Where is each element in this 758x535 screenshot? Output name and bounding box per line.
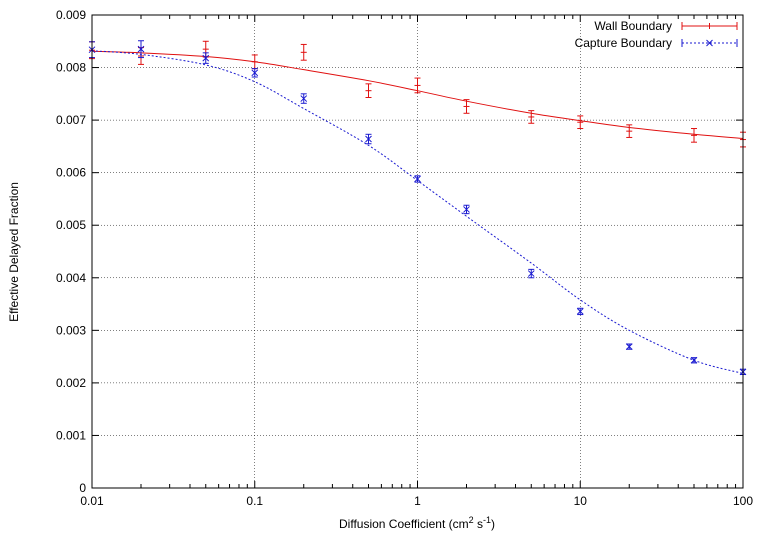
x-axis-title: Diffusion Coefficient (cm2 s-1): [339, 515, 495, 531]
data-point-capture-boundary: [463, 204, 470, 215]
data-point-capture-boundary: [690, 356, 698, 364]
x-axis-title-sup2: -1: [483, 515, 491, 525]
data-point-wall-boundary: [300, 43, 307, 61]
x-tick-label: 1: [414, 494, 421, 508]
data-point-capture-boundary: [202, 52, 210, 64]
data-point-capture-boundary: [300, 93, 308, 104]
data-point-capture-boundary: [365, 133, 372, 145]
legend-sample-capture-boundary: [681, 39, 738, 47]
marker-x: [690, 356, 698, 364]
data-point-capture-boundary: [414, 175, 421, 183]
data-point-wall-boundary: [528, 110, 535, 124]
data-point-wall-boundary: [365, 83, 372, 99]
x-tick-label: 10: [574, 494, 588, 508]
marker-x: [300, 95, 308, 102]
data-point-wall-boundary: [251, 54, 258, 70]
y-tick-label: 0.004: [56, 271, 86, 285]
legend-label-wall-boundary: Wall Boundary: [594, 19, 672, 33]
marker-x: [576, 308, 584, 315]
marker-x: [625, 343, 633, 350]
data-point-capture-boundary: [527, 268, 535, 279]
y-tick-label: 0.003: [56, 323, 86, 337]
legend: Wall Boundary Capture Boundary: [575, 19, 738, 50]
grid-layer: [92, 15, 743, 488]
x-tick-label: 100: [733, 494, 753, 508]
data-point-wall-boundary: [463, 99, 470, 114]
y-tick-label: 0.002: [56, 376, 86, 390]
legend-sample-wall-boundary: [681, 22, 738, 30]
data-point-wall-boundary: [577, 115, 584, 130]
y-tick-label: 0.005: [56, 218, 86, 232]
data-point-capture-boundary: [625, 343, 633, 350]
fit-curve-wall-boundary: [91, 50, 744, 140]
marker-x: [202, 54, 210, 62]
y-axis-title: Effective Delayed Fraction: [7, 182, 21, 322]
y-tick-label: 0: [79, 481, 86, 495]
data-point-wall-boundary: [626, 124, 633, 138]
x-axis-title-prefix: Diffusion Coefficient (cm: [339, 517, 469, 531]
legend-marker-x: [706, 39, 713, 47]
x-axis-title-mid: s: [474, 517, 483, 531]
y-tick-label: 0.008: [56, 61, 86, 75]
marker-x: [527, 270, 535, 277]
marker-x: [137, 45, 145, 53]
tick-layer: 0 0.001 0.002 0.003 0.004 0.005 0.006 0.007 0.00…: [56, 8, 753, 508]
data-point-capture-boundary: [576, 307, 584, 316]
y-tick-label: 0.009: [56, 8, 86, 22]
marker-x: [365, 135, 372, 143]
data-point-wall-boundary: [414, 77, 421, 94]
x-tick-label: 0.01: [80, 494, 104, 508]
x-axis-title-sup1: 2: [469, 515, 474, 525]
x-axis-title-suffix: ): [491, 517, 495, 531]
legend-label-capture-boundary: Capture Boundary: [575, 36, 672, 50]
x-tick-label: 0.1: [246, 494, 263, 508]
y-tick-label: 0.001: [56, 428, 86, 442]
data-point-capture-boundary: [137, 40, 145, 59]
y-tick-label: 0.006: [56, 166, 86, 180]
y-tick-label: 0.007: [56, 113, 86, 127]
data-point-wall-boundary: [691, 128, 698, 143]
marker-x: [251, 69, 259, 77]
marker-x: [463, 206, 470, 213]
data-points-layer: [88, 40, 747, 376]
marker-x: [414, 175, 421, 183]
data-point-capture-boundary: [251, 68, 259, 78]
